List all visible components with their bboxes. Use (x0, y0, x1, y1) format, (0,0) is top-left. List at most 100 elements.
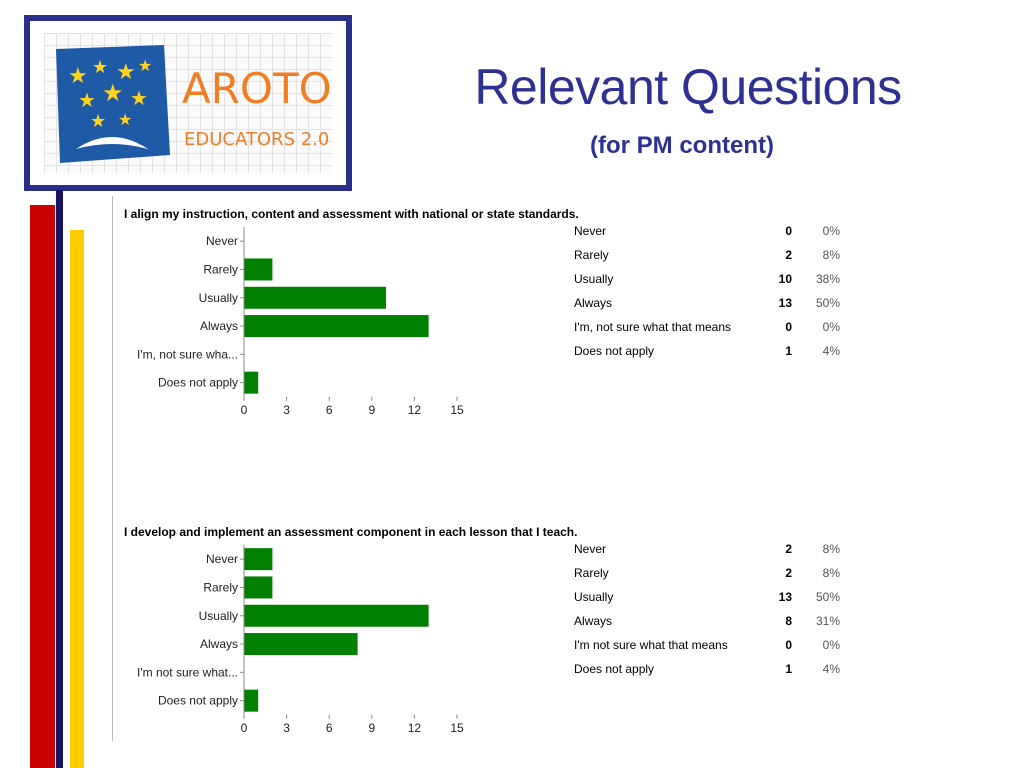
survey-block-1: I align my instruction, content and asse… (115, 207, 875, 437)
row-percent: 50% (815, 296, 840, 310)
bar-6 (244, 689, 259, 712)
table-row: Always 8 31% (574, 609, 840, 633)
star-icon: ★ (138, 56, 152, 75)
row-label: Rarely (574, 248, 609, 262)
row-count: 1 (785, 344, 792, 358)
stats-table-2: Never 2 8% Rarely 2 8% Usually 13 50% Al… (574, 537, 840, 681)
bar-3 (244, 604, 429, 627)
bar-6 (244, 371, 259, 394)
row-count: 2 (785, 566, 792, 580)
row-label: Always (574, 614, 613, 628)
question-text: I develop and implement an assessment co… (124, 525, 578, 539)
content-divider (112, 196, 113, 741)
star-icon: ★ (78, 88, 96, 112)
row-label: Always (574, 296, 613, 310)
x-tick-label: 3 (283, 721, 290, 735)
y-tick-label: Does not apply (158, 694, 238, 708)
row-percent: 38% (815, 272, 840, 286)
row-percent: 8% (822, 566, 840, 580)
x-tick-label: 6 (326, 403, 333, 417)
y-tick-label: Rarely (203, 580, 238, 594)
row-label: Never (574, 224, 607, 238)
table-row: Usually 13 50% (574, 585, 840, 609)
y-tick-label: I'm not sure what... (137, 665, 238, 679)
table-row: Always 13 50% (574, 291, 840, 315)
row-percent: 31% (815, 614, 840, 628)
y-tick-label: Usually (199, 291, 238, 305)
table-row: Does not apply 1 4% (574, 339, 840, 363)
bar-3 (244, 286, 386, 309)
bar-4 (244, 315, 429, 338)
row-percent: 50% (815, 590, 840, 604)
row-label: I'm, not sure what that means (574, 320, 732, 334)
row-count: 1 (785, 662, 792, 676)
row-count: 13 (778, 296, 792, 310)
row-percent: 0% (822, 320, 840, 334)
y-tick-label: Always (200, 637, 238, 651)
logo-word: AROTO (182, 64, 332, 113)
accent-bar-navy (56, 190, 63, 768)
star-icon: ★ (102, 79, 124, 107)
x-tick-label: 12 (408, 721, 422, 735)
x-tick-label: 15 (450, 721, 464, 735)
row-label: Rarely (574, 566, 609, 580)
row-count: 8 (785, 614, 792, 628)
row-label: I'm not sure what that means (574, 638, 728, 652)
row-label: Does not apply (574, 344, 655, 358)
x-tick-label: 6 (326, 721, 333, 735)
row-label: Does not apply (574, 662, 655, 676)
table-row: Never 2 8% (574, 537, 840, 561)
table-row: I'm, not sure what that means 0 0% (574, 315, 840, 339)
row-count: 13 (778, 590, 792, 604)
page-title: Relevant Questions (474, 59, 902, 115)
star-icon: ★ (116, 60, 136, 85)
row-count: 0 (785, 320, 792, 334)
y-tick-label: Always (200, 319, 238, 333)
row-count: 0 (785, 224, 792, 238)
y-tick-label: Does not apply (158, 376, 238, 390)
row-count: 2 (785, 248, 792, 262)
star-icon: ★ (92, 57, 108, 78)
row-percent: 0% (822, 224, 840, 238)
row-percent: 8% (822, 542, 840, 556)
x-tick-label: 3 (283, 403, 290, 417)
table-row: Rarely 2 8% (574, 243, 840, 267)
y-tick-label: Usually (199, 609, 238, 623)
row-label: Never (574, 542, 607, 556)
bar-chart-2: Never Rarely Usually Always I'm not sure wha… (137, 545, 464, 735)
x-tick-label: 0 (241, 403, 248, 417)
x-tick-label: 9 (368, 403, 375, 417)
table-row: Does not apply 1 4% (574, 657, 840, 681)
survey-block-2: I develop and implement an assessment co… (115, 525, 875, 755)
table-row: Usually 10 38% (574, 267, 840, 291)
y-tick-label: Rarely (203, 262, 238, 276)
x-tick-label: 9 (368, 721, 375, 735)
row-label: Usually (574, 272, 614, 286)
bar-2 (244, 576, 273, 599)
bar-4 (244, 633, 358, 656)
page-subtitle: (for PM content) (590, 132, 774, 159)
logo-stars: ★ ★ ★ ★ ★ ★ ★ ★ ★ (68, 56, 152, 132)
row-percent: 4% (822, 344, 840, 358)
accent-bar-red (30, 205, 55, 768)
question-text: I align my instruction, content and asse… (124, 207, 579, 221)
table-row: I'm not sure what that means 0 0% (574, 633, 840, 657)
logo-tagline: EDUCATORS 2.0 (184, 129, 329, 150)
accent-bar-yellow (70, 230, 84, 768)
table-row: Rarely 2 8% (574, 561, 840, 585)
row-percent: 4% (822, 662, 840, 676)
row-label: Usually (574, 590, 614, 604)
star-icon: ★ (68, 64, 88, 89)
logo-emblem: ★ ★ ★ ★ ★ ★ ★ ★ ★ (56, 45, 170, 163)
row-percent: 8% (822, 248, 840, 262)
row-percent: 0% (822, 638, 840, 652)
y-tick-label: Never (206, 552, 238, 566)
hands-icon (76, 137, 148, 149)
logo-graphic: ★ ★ ★ ★ ★ ★ ★ ★ ★ AROTO EDUCATORS 2.0 (56, 45, 332, 163)
bar-1 (244, 548, 273, 571)
table-row: Never 0 0% (574, 219, 840, 243)
star-icon: ★ (130, 86, 148, 110)
logo-emblem-square (56, 45, 170, 163)
bar-2 (244, 258, 273, 281)
stats-table-1: Never 0 0% Rarely 2 8% Usually 10 38% Al… (574, 219, 840, 363)
